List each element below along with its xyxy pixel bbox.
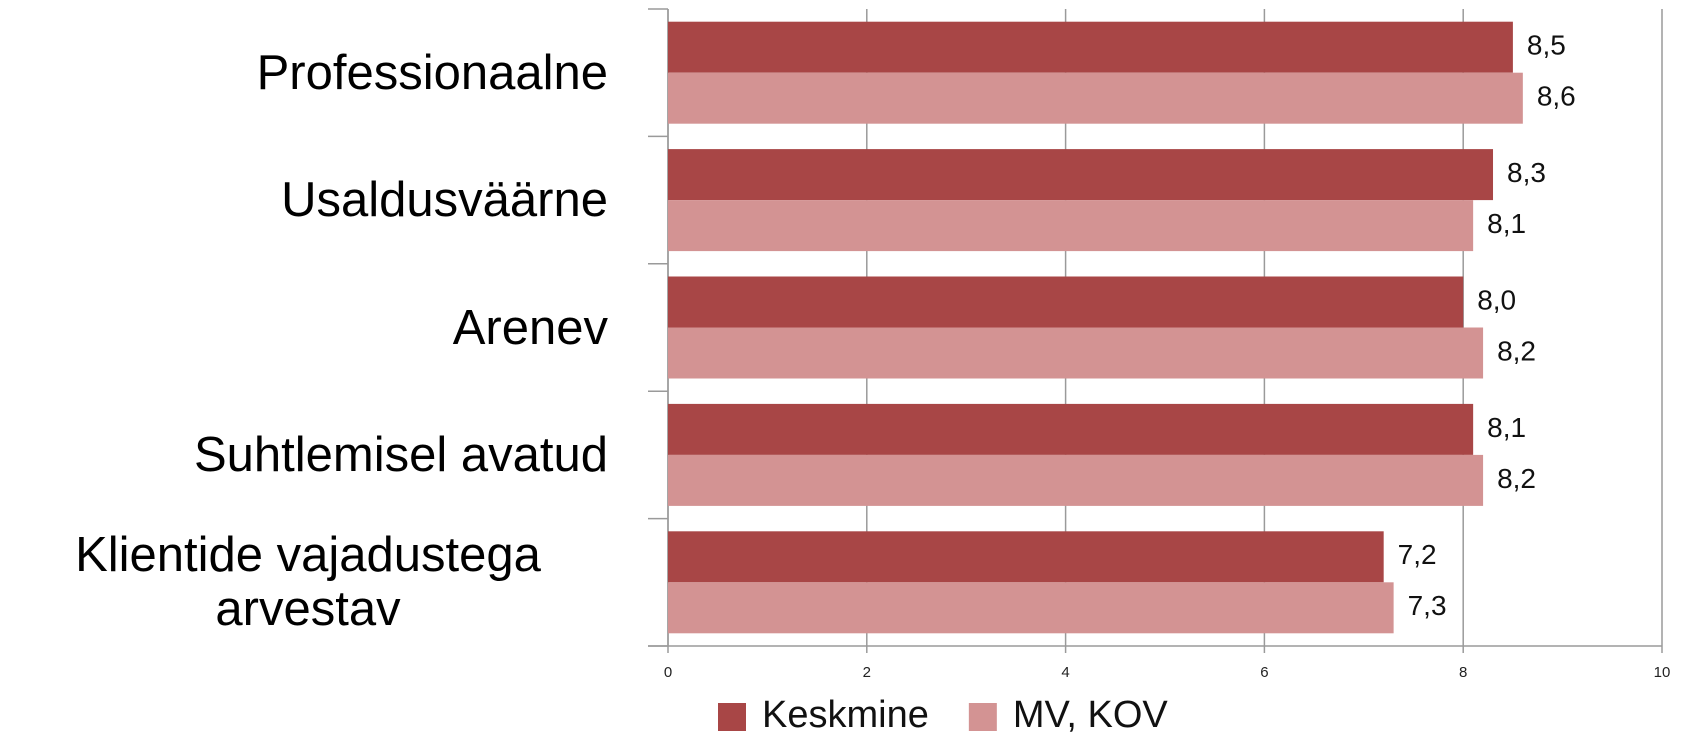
bar: [668, 21, 1513, 73]
data-label: 7,2: [1398, 539, 1437, 570]
legend-label: MV, KOV: [1013, 694, 1169, 736]
y-tick-label-box: Professionaalne: [257, 46, 608, 100]
y-tick-label-box: Klientide vajadustega arvestav: [8, 528, 608, 636]
y-tick-label: Professionaalne: [256, 45, 608, 100]
data-label: 8,3: [1507, 157, 1546, 188]
legend-swatch: [718, 703, 746, 731]
data-label: 8,2: [1497, 463, 1536, 494]
data-label: 8,6: [1537, 81, 1576, 112]
y-tick-label-box: Arenev: [453, 301, 608, 355]
data-label: 8,0: [1477, 284, 1516, 315]
bar: [668, 72, 1523, 124]
data-label: 7,3: [1408, 590, 1447, 621]
legend-label: Keskmine: [762, 694, 929, 736]
bar: [668, 454, 1484, 506]
x-tick-label: 2: [863, 664, 871, 681]
bar: [668, 531, 1384, 583]
x-tick-label: 6: [1260, 664, 1268, 681]
y-tick-label: Suhtlemisel avatud: [193, 427, 608, 482]
x-tick-label: 10: [1654, 664, 1671, 681]
bar: [668, 582, 1394, 634]
y-tick-label: Usaldusväärne: [281, 173, 608, 228]
legend-swatch: [968, 703, 997, 731]
x-tick-label: 4: [1061, 664, 1069, 681]
y-tick-label-box: Suhtlemisel avatud: [194, 428, 608, 482]
bar: [668, 276, 1464, 328]
data-label: 8,5: [1527, 30, 1566, 61]
y-tick-label-box: Usaldusväärne: [281, 173, 608, 227]
x-tick-label: 8: [1459, 664, 1467, 681]
data-label: 8,1: [1487, 412, 1526, 443]
bar: [668, 200, 1474, 252]
bar: [668, 403, 1474, 455]
data-label: 8,2: [1497, 335, 1536, 366]
y-tick-label: Arenev: [452, 300, 608, 355]
data-label: 8,1: [1487, 208, 1526, 239]
y-tick-label: Klientide vajadustega arvestav: [75, 528, 541, 637]
bar: [668, 327, 1484, 379]
bar: [668, 149, 1494, 201]
x-tick-label: 0: [664, 664, 672, 681]
